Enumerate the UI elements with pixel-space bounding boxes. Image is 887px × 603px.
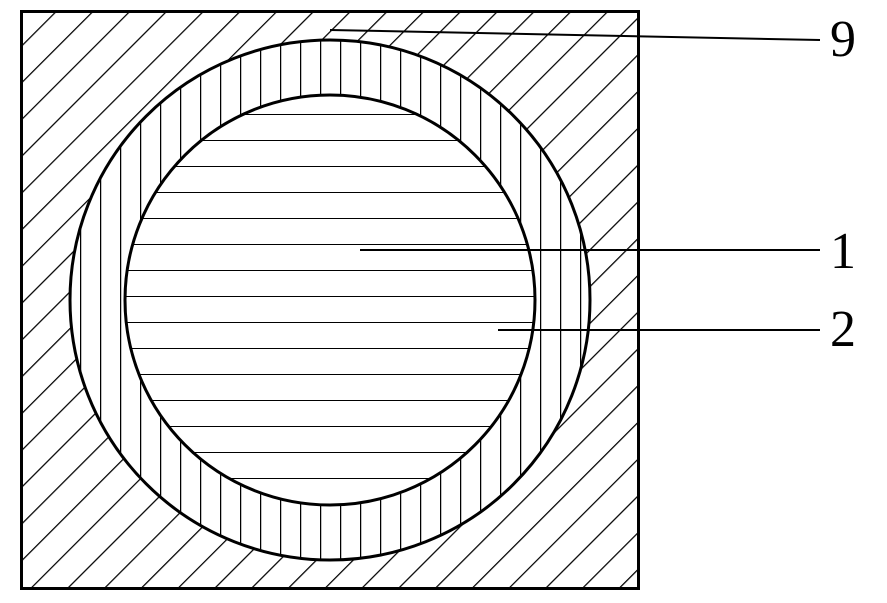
label-1: 1 (830, 222, 856, 281)
label-2: 2 (830, 300, 856, 359)
label-9: 9 (830, 10, 856, 69)
cross-section-svg (20, 10, 640, 590)
region-1-inner (125, 95, 535, 505)
diagram-container (20, 10, 640, 590)
